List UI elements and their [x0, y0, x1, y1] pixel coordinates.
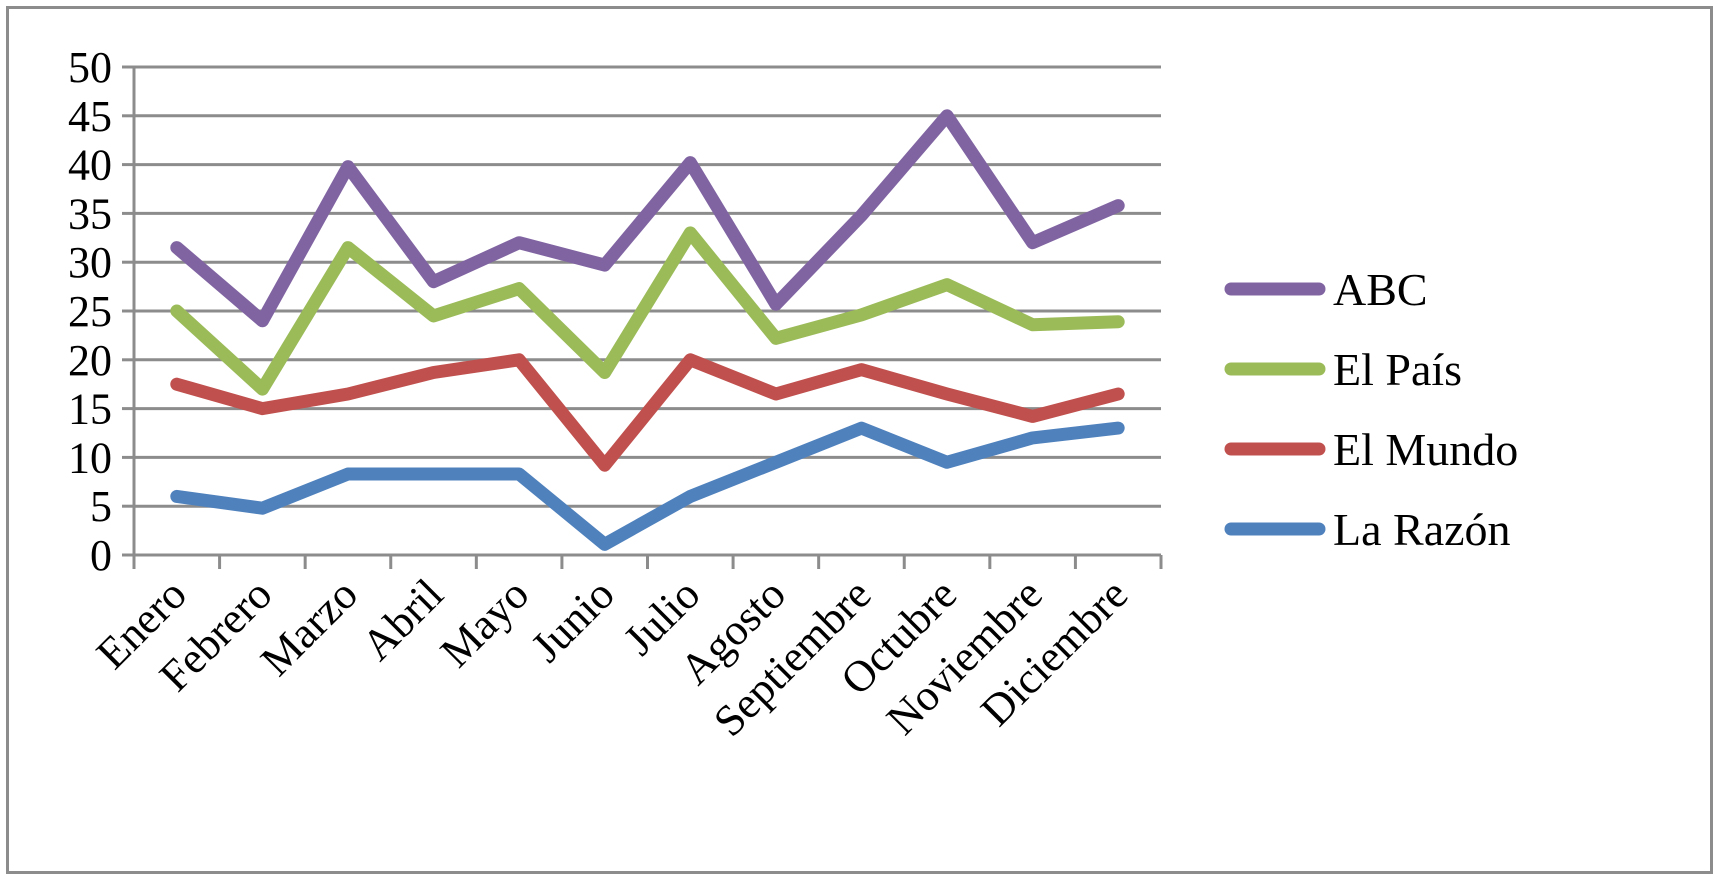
- y-tick-label: 10: [68, 433, 112, 482]
- y-tick-label: 50: [68, 43, 112, 92]
- x-tick-labels: EneroFebreroMarzoAbrilMayoJunioJulioAgos…: [87, 569, 1137, 745]
- legend-label: La Razón: [1333, 504, 1511, 555]
- series-line-0: [170, 109, 1125, 328]
- y-tick-label: 20: [68, 336, 112, 385]
- series-line-2: [170, 353, 1125, 472]
- series-line-3: [170, 421, 1125, 551]
- y-tick-label: 15: [68, 385, 112, 434]
- y-tick-label: 40: [68, 141, 112, 190]
- x-tick-label: Mayo: [431, 569, 538, 676]
- chart-frame: 0 5 10 15 20 25 30 35 40 45 50 Enero Febrero Marzo Ab…: [6, 6, 1713, 874]
- y-tick-label: 0: [90, 531, 112, 580]
- legend-label: El Mundo: [1333, 424, 1518, 475]
- series-lines: [170, 109, 1125, 551]
- series-line-1: [170, 226, 1125, 396]
- y-tick-label: 35: [68, 189, 112, 238]
- y-tick-label: 30: [68, 238, 112, 287]
- axes: [122, 65, 1163, 569]
- x-tick-label: Abril: [352, 569, 452, 669]
- y-tick-label: 25: [68, 287, 112, 336]
- legend-label: ABC: [1333, 264, 1428, 315]
- y-tick-label: 45: [68, 92, 112, 141]
- x-tick-label: Junio: [522, 569, 624, 671]
- legend: ABC El País El Mundo La Razón: [1224, 264, 1518, 555]
- y-tick-label: 5: [90, 482, 112, 531]
- legend-label: El País: [1333, 344, 1462, 395]
- x-tick-label: Marzo: [251, 569, 367, 685]
